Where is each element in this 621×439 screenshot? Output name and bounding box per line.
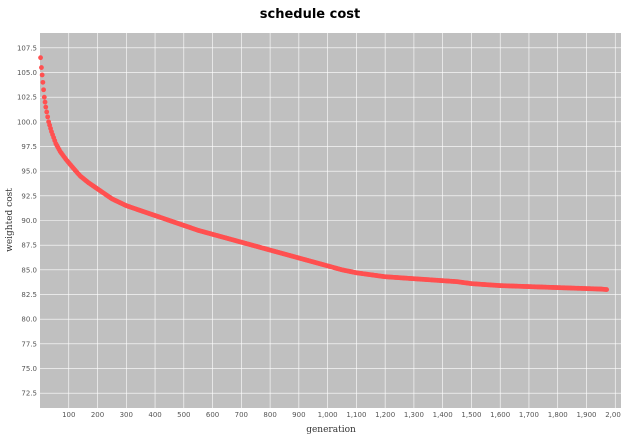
- data-point: [41, 94, 47, 100]
- x-tick-label: 1,100: [346, 411, 366, 419]
- grid: [40, 33, 621, 408]
- x-axis-ticks: 100 200 300 400 500 600 700 800 900 1,000 1,100 1,2…: [62, 411, 621, 419]
- y-tick-label: 75.0: [21, 365, 37, 373]
- y-tick-label: 102.5: [17, 94, 37, 102]
- x-tick-label: 1,200: [375, 411, 395, 419]
- y-tick-label: 97.5: [21, 143, 37, 151]
- data-point: [40, 79, 46, 85]
- x-tick-label: 1,400: [433, 411, 453, 419]
- x-tick-label: 1,300: [404, 411, 424, 419]
- y-tick-label: 85.0: [21, 266, 37, 274]
- x-tick-label: 700: [235, 411, 248, 419]
- x-axis-label: generation: [306, 425, 356, 435]
- data-series: [38, 55, 610, 292]
- y-tick-label: 105.0: [17, 69, 37, 77]
- y-axis-label: weighted cost: [5, 188, 15, 252]
- y-tick-label: 77.5: [21, 340, 37, 348]
- data-point: [38, 55, 43, 61]
- x-tick-label: 500: [177, 411, 190, 419]
- x-tick-label: 600: [206, 411, 219, 419]
- x-tick-label: 900: [292, 411, 305, 419]
- x-tick-label: 800: [263, 411, 276, 419]
- y-axis-ticks: 72.5 75.0 77.5 80.0 82.5 85.0 87.5 90.0 92.5 95.0…: [17, 44, 37, 397]
- chart-title: schedule cost: [260, 7, 360, 22]
- x-tick-label: 400: [148, 411, 161, 419]
- x-tick-label: 1,900: [576, 411, 596, 419]
- x-tick-label: 1,500: [461, 411, 481, 419]
- y-tick-label: 100.0: [17, 118, 37, 126]
- x-tick-label: 100: [62, 411, 75, 419]
- x-tick-label: 1,000: [318, 411, 338, 419]
- x-tick-label: 1,700: [519, 411, 539, 419]
- y-tick-label: 92.5: [21, 192, 37, 200]
- data-point: [42, 99, 48, 105]
- x-tick-label: 300: [120, 411, 133, 419]
- x-tick-label: 200: [91, 411, 104, 419]
- x-tick-label: 2,000: [605, 411, 621, 419]
- y-tick-label: 107.5: [17, 44, 37, 52]
- data-point: [44, 109, 50, 115]
- y-tick-label: 95.0: [21, 168, 37, 176]
- y-tick-label: 72.5: [21, 390, 37, 398]
- data-point: [45, 114, 51, 120]
- data-point: [41, 87, 46, 93]
- y-tick-label: 90.0: [21, 217, 37, 225]
- data-point: [39, 65, 44, 70]
- data-point: [604, 287, 610, 292]
- data-point: [43, 104, 49, 110]
- x-tick-label: 1,800: [548, 411, 568, 419]
- data-point: [39, 72, 45, 78]
- y-tick-label: 82.5: [21, 291, 37, 299]
- x-tick-label: 1,600: [490, 411, 510, 419]
- y-tick-label: 87.5: [21, 242, 37, 250]
- y-tick-label: 80.0: [21, 316, 37, 324]
